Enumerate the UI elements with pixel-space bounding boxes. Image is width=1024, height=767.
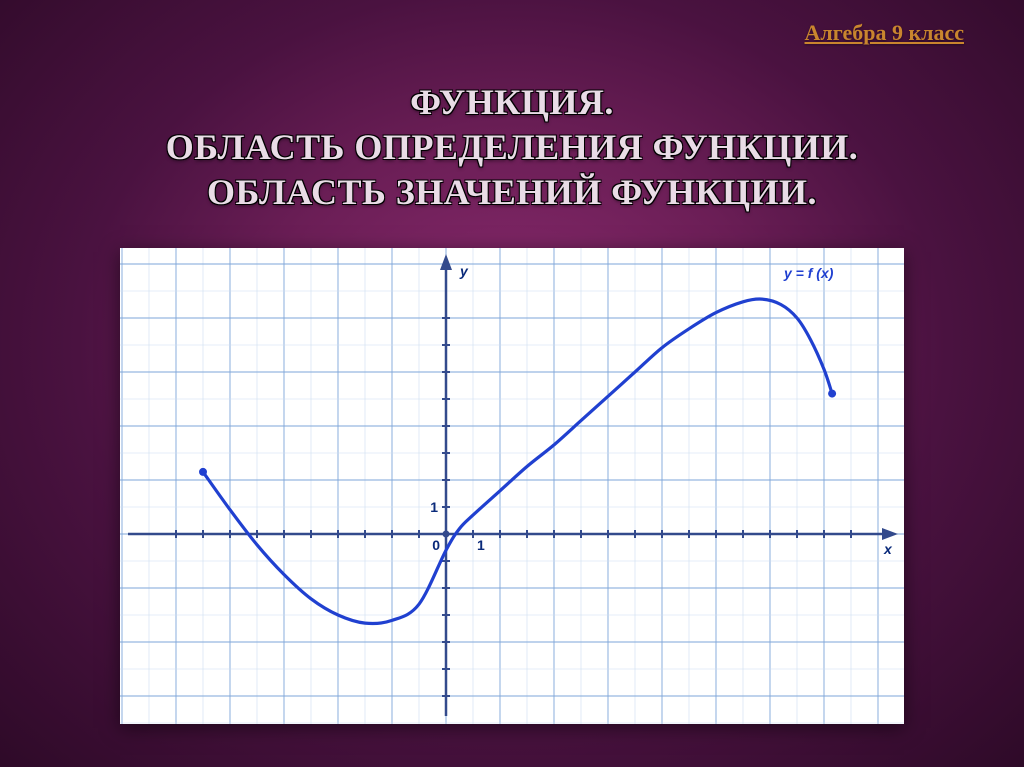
x-axis-label: x	[883, 541, 893, 557]
page-title: Функция. Область определения функции. Об…	[0, 80, 1024, 215]
y-tick-1-label: 1	[430, 499, 438, 515]
legend-label: y = f (x)	[783, 265, 834, 281]
x-tick-1-label: 1	[477, 537, 485, 553]
y-axis-label: y	[459, 263, 469, 279]
origin-label: 0	[432, 537, 440, 553]
chart-frame: 0 1 1 y x y = f (x)	[120, 248, 904, 724]
title-line-1: Функция.	[0, 80, 1024, 125]
curve-start-point	[199, 468, 207, 476]
curve-end-point	[828, 390, 836, 398]
function-chart: 0 1 1 y x y = f (x)	[120, 248, 904, 724]
title-line-2: Область определения функции.	[0, 125, 1024, 170]
breadcrumb: Алгебра 9 класс	[805, 20, 964, 46]
title-line-3: Область значений функции.	[0, 170, 1024, 215]
